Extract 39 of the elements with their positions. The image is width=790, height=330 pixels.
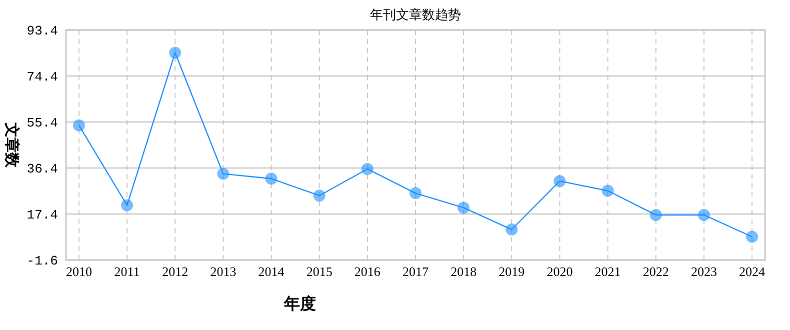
- y-tick-label: 93.4: [26, 24, 58, 38]
- point: [313, 190, 326, 202]
- point: [506, 223, 518, 236]
- x-tick-label: 2017: [402, 264, 429, 279]
- x-tick-label: 2015: [306, 264, 332, 279]
- point: [650, 208, 662, 221]
- y-tick-label: -1.6: [26, 254, 58, 268]
- y-tick-label: 36.4: [26, 162, 58, 176]
- point: [602, 184, 614, 197]
- x-tick-label: 2021: [594, 264, 621, 279]
- point: [361, 162, 374, 175]
- y-tick-label: 55.4: [26, 116, 58, 130]
- x-tick-label: 2011: [114, 264, 140, 279]
- x-tick-label: 2024: [739, 264, 766, 279]
- x-tick-label: 2022: [642, 264, 669, 279]
- point: [265, 172, 278, 185]
- x-tick-label: 2014: [258, 264, 285, 279]
- x-tick-label: 2020: [546, 264, 573, 279]
- point: [698, 208, 710, 221]
- x-tick-label: 2023: [690, 264, 717, 279]
- point: [217, 168, 230, 180]
- x-tick-label: 2010: [66, 264, 92, 279]
- x-tick-label: 2013: [210, 264, 236, 279]
- y-axis-title: 文章数: [3, 122, 21, 168]
- x-axis-title: 年度: [283, 294, 316, 313]
- x-tick-label: 2016: [354, 264, 381, 279]
- x-tick-label: 2019: [498, 264, 525, 279]
- y-tick-label: 74.4: [26, 70, 58, 84]
- chart-title: 年刊文章数趋势: [370, 8, 461, 23]
- point: [72, 119, 85, 132]
- point: [410, 187, 422, 200]
- x-tick-label: 2012: [162, 264, 188, 279]
- x-tick-label: 2018: [450, 264, 477, 279]
- point: [554, 175, 566, 188]
- point: [458, 202, 470, 214]
- y-tick-label: 17.4: [26, 208, 58, 222]
- point: [121, 199, 134, 212]
- point: [169, 46, 182, 59]
- point: [746, 230, 758, 243]
